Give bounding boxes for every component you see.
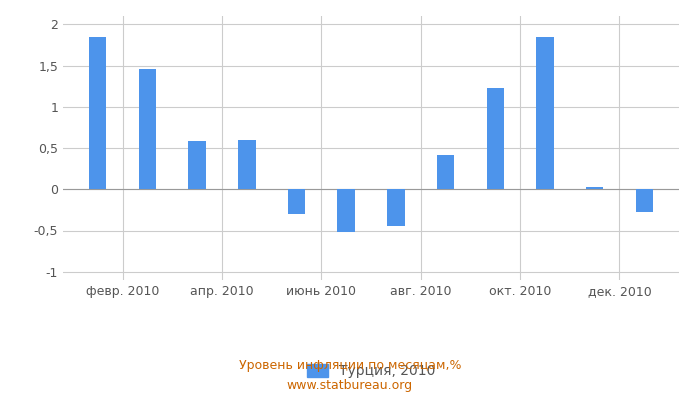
Bar — [486, 88, 504, 189]
Bar — [586, 187, 603, 189]
Text: www.statbureau.org: www.statbureau.org — [287, 380, 413, 392]
Bar — [89, 37, 106, 189]
Bar — [337, 189, 355, 232]
Text: Уровень инфляции по месяцам,%: Уровень инфляции по месяцам,% — [239, 360, 461, 372]
Bar — [387, 189, 405, 226]
Bar — [288, 189, 305, 214]
Bar — [188, 141, 206, 189]
Bar — [536, 38, 554, 189]
Bar — [238, 140, 256, 189]
Bar — [437, 156, 454, 189]
Legend: Турция, 2010: Турция, 2010 — [301, 359, 441, 384]
Bar — [139, 69, 156, 189]
Bar — [636, 189, 653, 212]
